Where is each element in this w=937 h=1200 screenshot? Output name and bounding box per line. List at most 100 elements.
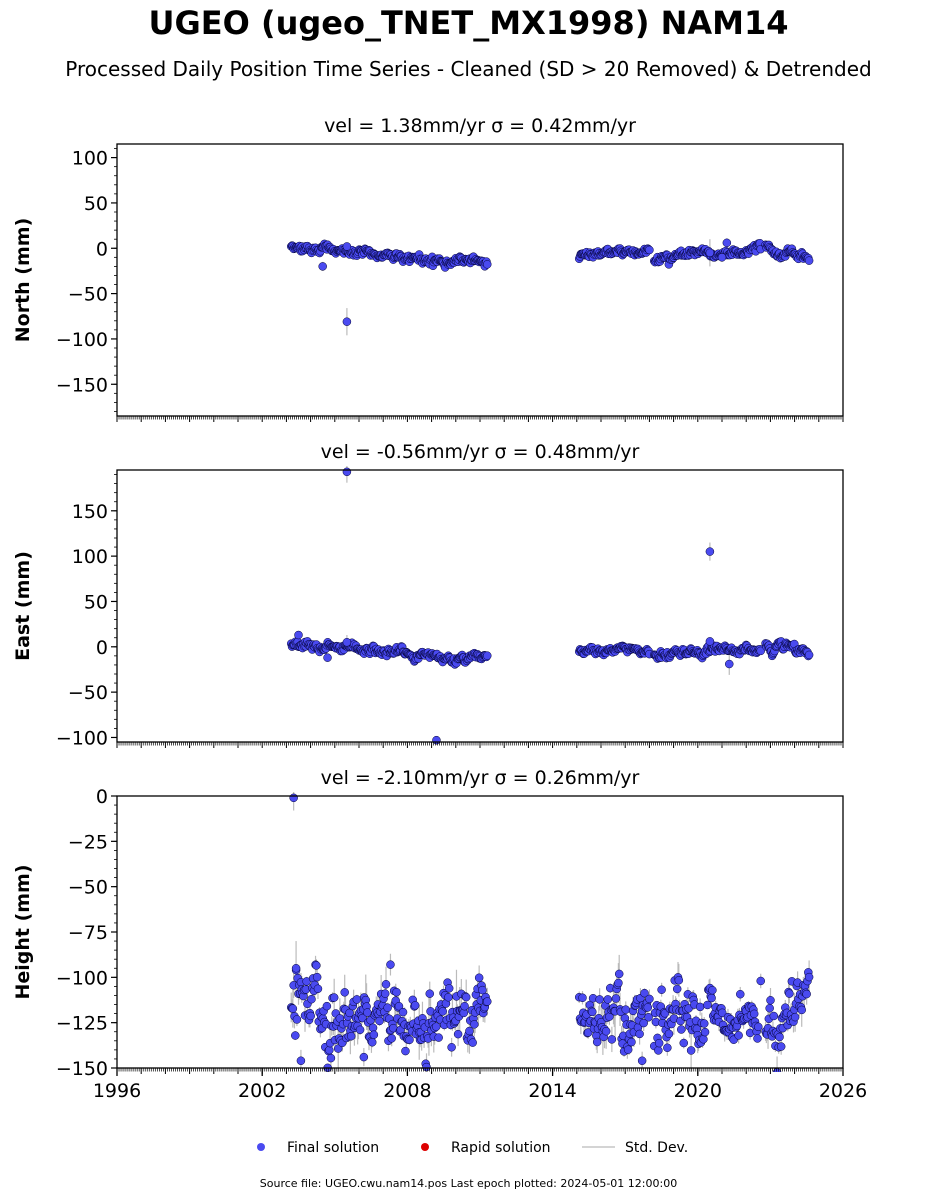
panel-title-height: vel = -2.10mm/yr σ = 0.26mm/yr [321,767,640,789]
data-point [614,969,624,979]
panel-height: vel = -2.10mm/yr σ = 0.26mm/yr Height (mm… [12,767,867,1102]
data-point [765,1003,774,1013]
data-point [654,1046,663,1055]
data-point [369,1030,379,1039]
legend: Final solution Rapid solution Std. Dev. [257,1140,688,1156]
y-tick-label: −75 [68,922,108,944]
data-point [447,1043,456,1052]
data-point [717,253,727,262]
data-point [707,993,716,1003]
data-point [318,262,327,271]
data-point [483,651,492,660]
data-point [699,1034,708,1044]
panel-east: vel = -0.56mm/yr σ = 0.48mm/yr East (mm) 1… [12,441,844,749]
data-point [695,1002,705,1012]
y-tick-label: −100 [56,329,108,351]
data-point [607,1035,617,1044]
data-point [725,659,734,669]
data-point [346,1031,356,1041]
y-tick-label: 150 [72,501,108,523]
data-point [312,972,322,982]
data-point [614,978,623,988]
data-point [401,1046,410,1056]
data-point [422,1062,431,1072]
data-point [425,989,434,998]
data-point [342,638,352,647]
data-point [291,1031,300,1040]
y-axis-label-north: North (mm) [12,218,34,343]
data-point [754,1022,763,1032]
data-point [363,1008,372,1017]
y-tick-label: 100 [72,148,108,170]
y-tick-label: −150 [56,374,108,396]
data-point [674,976,684,985]
data-point [358,1013,367,1023]
legend-item: Rapid solution [421,1140,551,1156]
y-tick-label: −25 [68,831,108,853]
plot-frame-east [116,469,844,743]
source-footer: Source file: UGEO.cwu.nam14.pos Last epo… [259,1177,678,1190]
y-tick-label: 0 [96,238,108,260]
data-point [699,1019,709,1028]
data-point [345,1008,354,1018]
data-point [804,650,814,660]
data-points-north [286,238,814,336]
data-point [722,238,732,248]
data-point [736,989,745,999]
data-point [645,245,654,255]
data-point [289,793,298,803]
legend-label: Std. Dev. [625,1140,688,1156]
data-point [461,992,471,1002]
y-tick-label: 0 [96,786,108,808]
y-axis-label-east: East (mm) [12,551,34,661]
data-point [679,1038,688,1048]
data-point [453,1029,463,1039]
x-tick-label: 2008 [383,1080,431,1102]
data-point [639,1018,648,1028]
data-point [766,996,775,1005]
data-point [352,995,362,1004]
data-point [460,1001,469,1011]
data-point [326,1053,336,1063]
y-tick-label: −125 [56,1013,108,1035]
data-point [340,988,349,997]
data-point [323,653,332,662]
data-point [405,1035,414,1045]
x-tick-label: 2002 [238,1080,286,1102]
y-tick-label: 50 [84,193,108,215]
data-point [756,976,765,986]
data-point [804,256,814,265]
data-point [717,1008,727,1018]
data-point [802,989,811,999]
data-point [654,1038,664,1048]
data-point [313,984,323,994]
data-point [663,1043,672,1052]
data-point [703,1000,712,1010]
legend-item: Final solution [257,1140,379,1156]
data-point [478,985,487,995]
data-point [637,1056,647,1065]
data-points-height [286,792,814,1072]
data-point [333,1044,343,1053]
y-tick-label: −150 [56,1058,108,1080]
data-point [592,1037,602,1047]
data-point [329,993,339,1002]
data-point [383,1003,392,1012]
data-point [342,242,352,251]
data-point [749,1009,759,1019]
y-tick-label: −50 [68,284,108,306]
data-point [790,1012,800,1022]
data-point [312,961,321,970]
data-point [291,964,301,973]
legend-item: Std. Dev. [582,1140,688,1156]
data-point [296,1056,306,1065]
data-point [434,1033,443,1042]
data-point [775,1032,784,1042]
data-point [465,1026,474,1036]
legend-label: Final solution [287,1140,379,1156]
data-point [470,1020,479,1029]
data-point [410,1001,420,1010]
data-point [342,467,352,477]
data-point [367,1038,377,1047]
